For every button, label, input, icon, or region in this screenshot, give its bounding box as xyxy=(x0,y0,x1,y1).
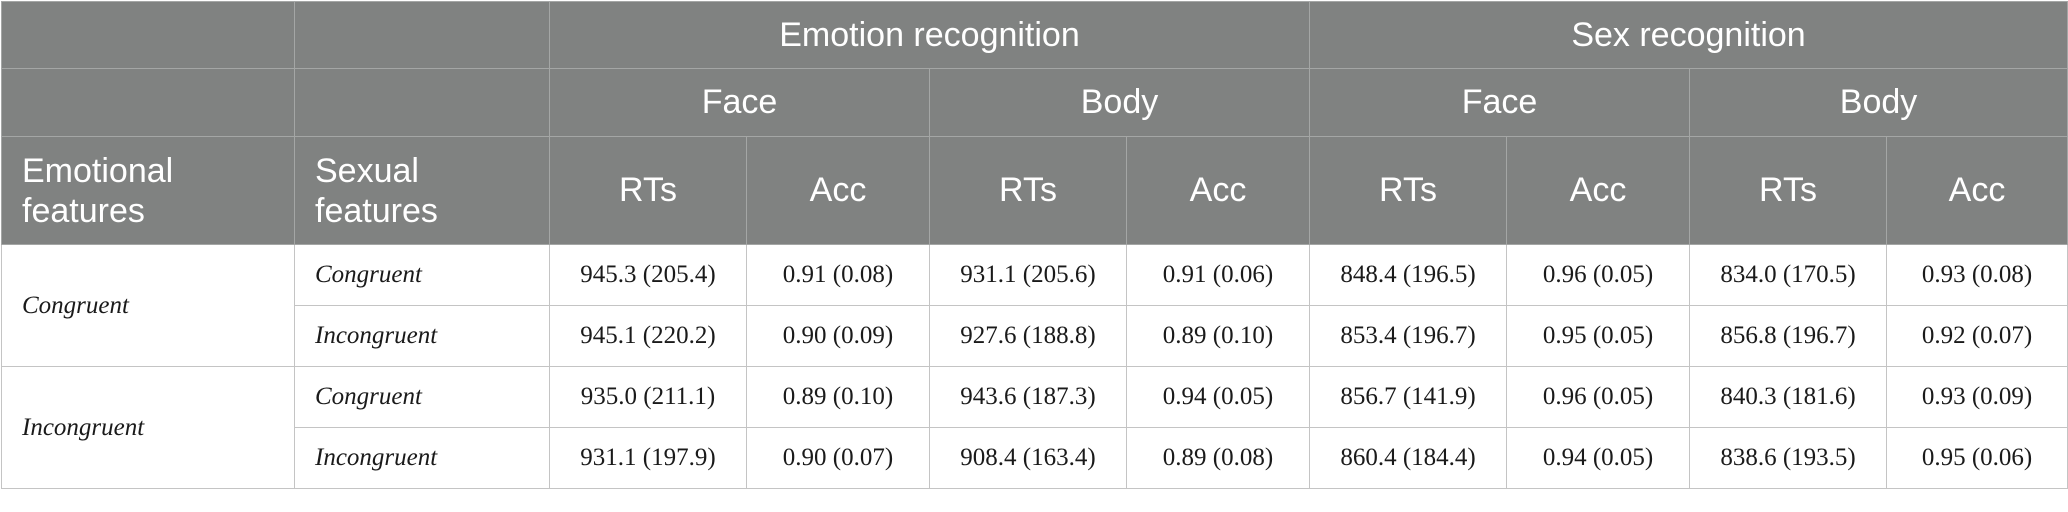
cell-emotion-body-rts: 927.6 (188.8) xyxy=(929,305,1127,367)
cell-sex-body-rts: 834.0 (170.5) xyxy=(1689,244,1888,306)
header-row-2: Face Body Face Body xyxy=(1,68,2068,137)
header-sexual-features-line1: Sexual xyxy=(315,151,419,190)
header-sexual-features: Sexual features xyxy=(294,136,550,245)
header-row-3: Emotional features Sexual features RTs Acc… xyxy=(1,136,2068,245)
cell-sex-body-rts: 840.3 (181.6) xyxy=(1689,366,1888,428)
cell-emotion-face-acc: 0.91 (0.08) xyxy=(746,244,930,306)
cell-sex-face-acc: 0.95 (0.05) xyxy=(1506,305,1691,367)
header-sexual-features-line2: features xyxy=(315,191,438,230)
header-sex-face: Face xyxy=(1309,68,1691,137)
cell-sex-body-acc: 0.95 (0.06) xyxy=(1886,427,2068,489)
cell-emotion-face-acc: 0.90 (0.07) xyxy=(746,427,930,489)
sexual-row-label: Congruent xyxy=(294,244,550,306)
header-blank-cell xyxy=(1,1,295,69)
header-acc: Acc xyxy=(1886,136,2068,245)
cell-emotion-face-rts: 945.1 (220.2) xyxy=(549,305,747,367)
cell-emotion-face-rts: 931.1 (197.9) xyxy=(549,427,747,489)
header-blank-cell xyxy=(1,68,295,137)
table-row: Incongruent 945.1 (220.2) 0.90 (0.09) 92… xyxy=(2,305,2068,367)
header-emotional-features-line2: features xyxy=(22,191,145,230)
header-emotion-body: Body xyxy=(928,68,1311,137)
cell-sex-face-rts: 860.4 (184.4) xyxy=(1309,427,1508,489)
cell-sex-face-acc: 0.96 (0.05) xyxy=(1506,366,1691,428)
cell-emotion-body-acc: 0.89 (0.08) xyxy=(1125,427,1311,489)
cell-sex-face-rts: 853.4 (196.7) xyxy=(1309,305,1508,367)
cell-sex-face-acc: 0.96 (0.05) xyxy=(1506,244,1691,306)
header-acc: Acc xyxy=(1506,136,1691,245)
cell-emotion-body-acc: 0.89 (0.10) xyxy=(1125,305,1311,367)
header-sex-body: Body xyxy=(1689,68,2068,137)
sexual-row-label: Incongruent xyxy=(294,305,550,367)
table-row: Incongruent Congruent 935.0 (211.1) 0.89… xyxy=(1,366,2068,489)
header-rts: RTs xyxy=(549,136,747,245)
header-sex-recognition: Sex recognition xyxy=(1309,1,2068,69)
cell-sex-body-rts: 856.8 (196.7) xyxy=(1689,305,1888,367)
sexual-row-label: Congruent xyxy=(294,366,550,428)
cell-sex-face-acc: 0.94 (0.05) xyxy=(1506,427,1691,489)
cell-emotion-body-rts: 943.6 (187.3) xyxy=(929,366,1127,428)
sexual-row-label: Incongruent xyxy=(294,427,550,489)
header-emotion-face: Face xyxy=(549,68,930,137)
emotional-group-label: Congruent xyxy=(1,244,295,367)
header-rts: RTs xyxy=(1689,136,1888,245)
table-row: Congruent Congruent 945.3 (205.4) 0.91 (… xyxy=(1,244,2068,367)
cell-sex-body-acc: 0.93 (0.08) xyxy=(1886,244,2068,306)
cell-emotion-face-acc: 0.89 (0.10) xyxy=(746,366,930,428)
cell-emotion-body-rts: 931.1 (205.6) xyxy=(929,244,1127,306)
cell-emotion-body-acc: 0.91 (0.06) xyxy=(1125,244,1311,306)
cell-emotion-face-rts: 935.0 (211.1) xyxy=(549,366,747,428)
cell-emotion-body-rts: 908.4 (163.4) xyxy=(929,427,1127,489)
cell-sex-face-rts: 848.4 (196.5) xyxy=(1309,244,1508,306)
header-acc: Acc xyxy=(1125,136,1311,245)
cell-emotion-face-rts: 945.3 (205.4) xyxy=(549,244,747,306)
header-blank-cell xyxy=(294,1,550,69)
header-rts: RTs xyxy=(1309,136,1508,245)
header-blank-cell xyxy=(294,68,550,137)
table-row: Incongruent 931.1 (197.9) 0.90 (0.07) 90… xyxy=(2,427,2068,489)
header-rts: RTs xyxy=(929,136,1127,245)
header-emotional-features: Emotional features xyxy=(1,136,295,245)
header-emotion-recognition: Emotion recognition xyxy=(548,1,1311,69)
cell-emotion-face-acc: 0.90 (0.09) xyxy=(746,305,930,367)
cell-sex-face-rts: 856.7 (141.9) xyxy=(1309,366,1508,428)
cell-sex-body-rts: 838.6 (193.5) xyxy=(1689,427,1888,489)
cell-sex-body-acc: 0.92 (0.07) xyxy=(1886,305,2068,367)
header-row-1: Emotion recognition Sex recognition xyxy=(1,1,2068,69)
header-emotional-features-line1: Emotional xyxy=(22,151,174,190)
emotional-group-label: Incongruent xyxy=(1,366,295,489)
results-table: Emotion recognition Sex recognition Face… xyxy=(1,1,2068,489)
cell-sex-body-acc: 0.93 (0.09) xyxy=(1886,366,2068,428)
header-acc: Acc xyxy=(746,136,930,245)
cell-emotion-body-acc: 0.94 (0.05) xyxy=(1125,366,1311,428)
